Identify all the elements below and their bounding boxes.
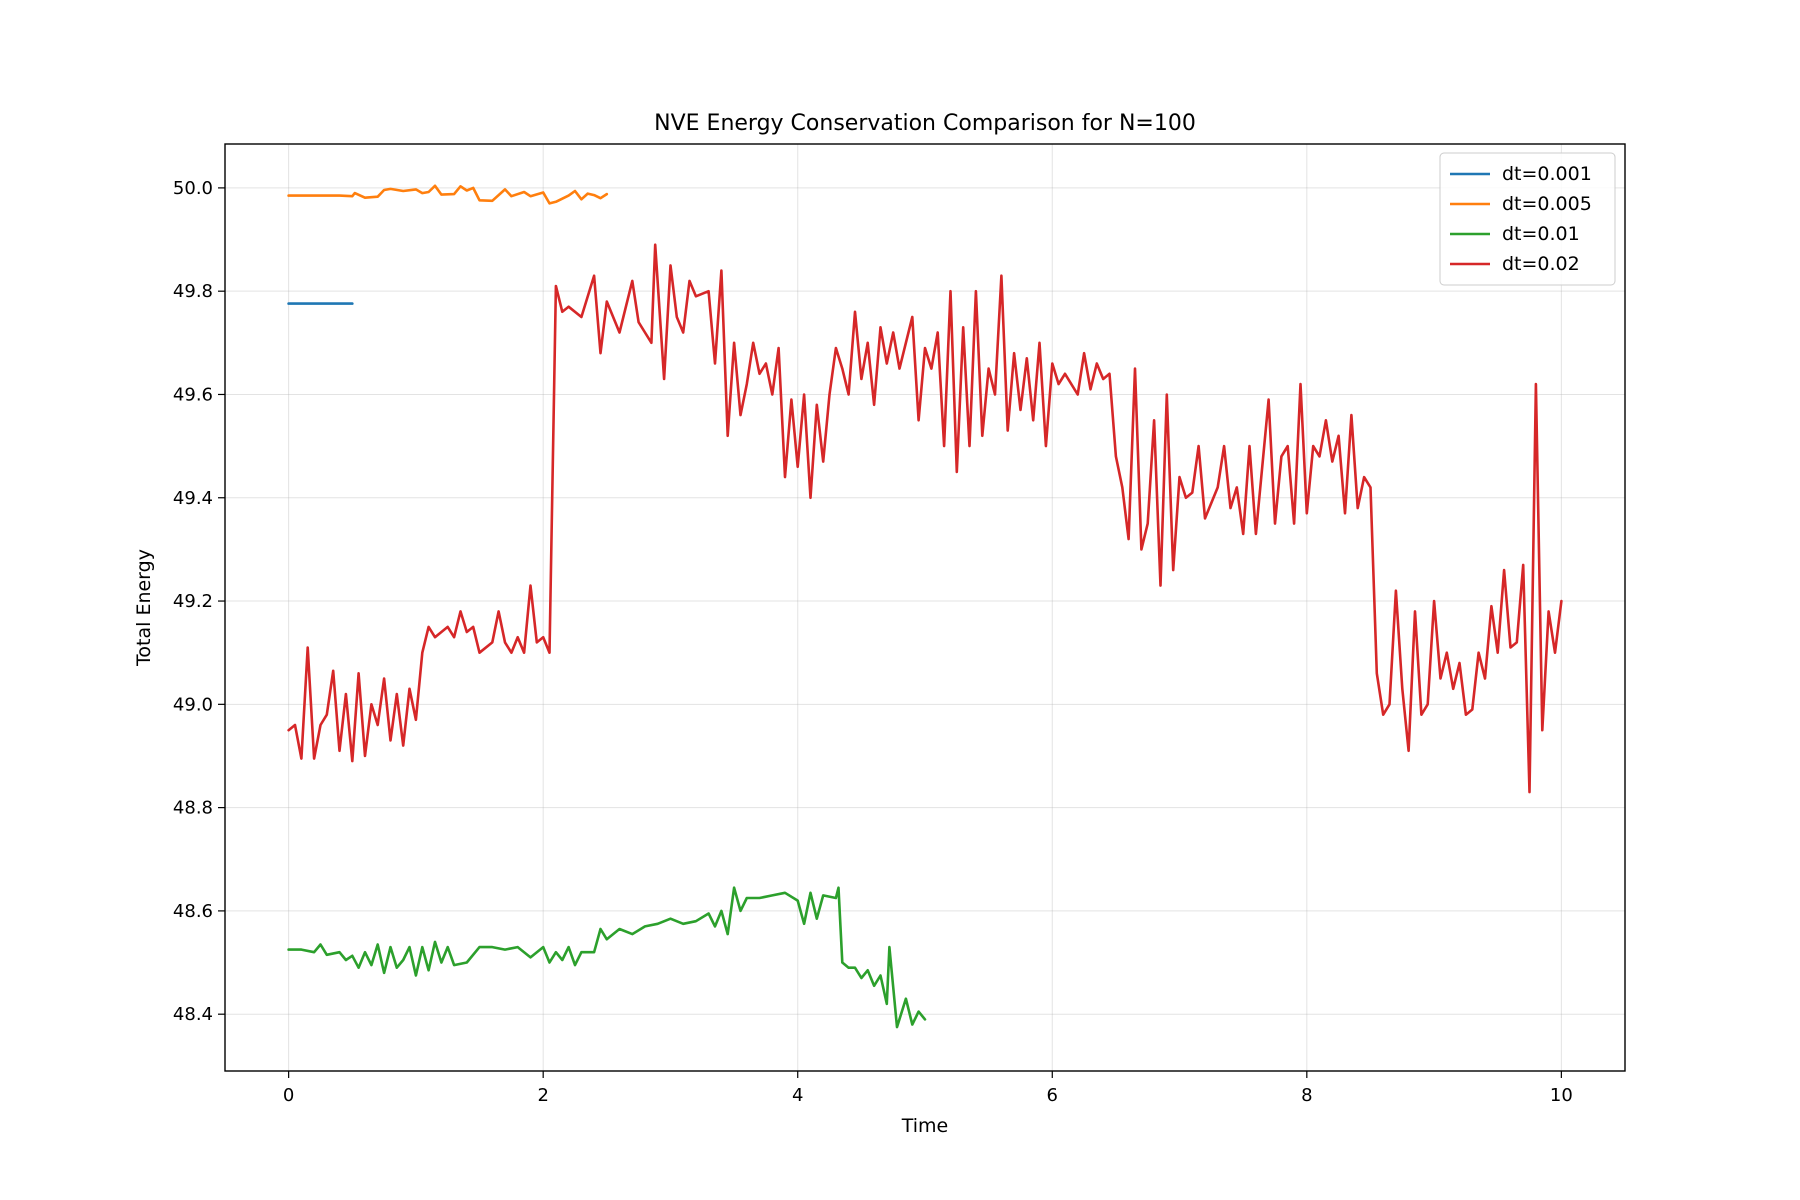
- chart-title: NVE Energy Conservation Comparison for N…: [654, 111, 1196, 136]
- series-line-dt-0-02: [287, 243, 1563, 794]
- x-tick-label: 0: [283, 1085, 294, 1106]
- y-tick-label: 49.8: [173, 281, 213, 302]
- legend-label: dt=0.02: [1502, 253, 1580, 275]
- y-tick-label: 48.6: [173, 901, 213, 922]
- x-tick-label: 10: [1550, 1085, 1573, 1106]
- legend-label: dt=0.01: [1502, 223, 1580, 245]
- x-tick-label: 8: [1301, 1085, 1312, 1106]
- series-line-dt-0-01: [287, 886, 927, 1029]
- y-tick-label: 48.4: [173, 1004, 213, 1025]
- x-tick-label: 4: [792, 1085, 803, 1106]
- legend: dt=0.001 dt=0.005 dt=0.01 dt=0.02: [1439, 152, 1616, 286]
- y-tick-label: 49.4: [173, 488, 213, 509]
- plot-frame: [224, 143, 1626, 1072]
- x-axis-label: Time: [901, 1115, 949, 1137]
- series-line-dt-0-005: [287, 184, 609, 205]
- legend-label: dt=0.005: [1502, 193, 1592, 215]
- grid-lines: [225, 144, 1625, 1071]
- y-tick-label: 48.8: [173, 798, 213, 819]
- y-tick-label: 49.0: [173, 694, 213, 715]
- axis-ticks: 0 2 4 6 8 10 48.4 48.6 48.8 49.0 49.2 49.4 49.6 49.8 5…: [173, 178, 1573, 1106]
- legend-box: [1439, 152, 1616, 286]
- x-tick-label: 6: [1047, 1085, 1058, 1106]
- series-lines: [287, 184, 1563, 1029]
- y-tick-label: 49.2: [173, 591, 213, 612]
- y-axis-label: Total Energy: [133, 549, 155, 667]
- legend-label: dt=0.001: [1502, 163, 1592, 185]
- y-tick-label: 50.0: [173, 178, 213, 199]
- y-tick-label: 49.6: [173, 384, 213, 405]
- x-tick-label: 2: [537, 1085, 548, 1106]
